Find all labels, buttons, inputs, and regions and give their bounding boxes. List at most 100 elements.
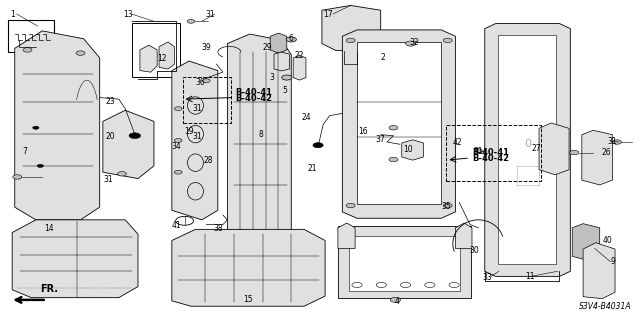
Text: 9: 9 bbox=[610, 257, 615, 266]
Polygon shape bbox=[572, 224, 600, 261]
Circle shape bbox=[174, 138, 182, 142]
Polygon shape bbox=[159, 42, 174, 69]
Text: 7: 7 bbox=[22, 147, 28, 156]
Text: 12: 12 bbox=[157, 54, 166, 63]
Bar bbox=[338, 226, 470, 298]
Text: 36: 36 bbox=[195, 78, 205, 87]
Polygon shape bbox=[402, 140, 424, 160]
Text: 0: 0 bbox=[524, 139, 531, 149]
Circle shape bbox=[346, 38, 355, 43]
Polygon shape bbox=[227, 34, 291, 252]
Text: 2: 2 bbox=[380, 53, 385, 62]
Circle shape bbox=[13, 175, 22, 179]
Circle shape bbox=[202, 79, 210, 83]
Text: 31: 31 bbox=[474, 147, 483, 156]
Text: 38: 38 bbox=[213, 224, 223, 233]
Text: 42: 42 bbox=[452, 138, 462, 147]
Bar bbox=[8, 20, 54, 51]
Bar bbox=[516, 166, 539, 185]
Text: 14: 14 bbox=[44, 224, 53, 233]
Polygon shape bbox=[103, 110, 154, 179]
Text: 15: 15 bbox=[244, 295, 253, 304]
Text: B-40-41: B-40-41 bbox=[472, 148, 509, 157]
Text: B-40-41: B-40-41 bbox=[236, 88, 273, 97]
Text: 32: 32 bbox=[410, 38, 419, 47]
Circle shape bbox=[570, 150, 579, 155]
Circle shape bbox=[389, 157, 398, 162]
Text: 27: 27 bbox=[531, 144, 541, 153]
Polygon shape bbox=[338, 223, 355, 249]
Polygon shape bbox=[582, 130, 612, 185]
Text: 17: 17 bbox=[323, 10, 332, 19]
Bar bbox=[349, 236, 461, 291]
Polygon shape bbox=[342, 30, 456, 218]
Circle shape bbox=[174, 107, 182, 111]
Text: 37: 37 bbox=[376, 135, 385, 144]
Text: B-40-42: B-40-42 bbox=[472, 154, 509, 163]
Text: S3V4-B4031A: S3V4-B4031A bbox=[579, 302, 632, 311]
Text: 21: 21 bbox=[308, 164, 317, 173]
Circle shape bbox=[286, 37, 296, 42]
Text: 41: 41 bbox=[172, 221, 181, 230]
Circle shape bbox=[474, 149, 482, 152]
Circle shape bbox=[118, 172, 127, 176]
Circle shape bbox=[187, 19, 195, 23]
Polygon shape bbox=[583, 243, 615, 299]
Text: 19: 19 bbox=[184, 127, 194, 136]
Text: 16: 16 bbox=[358, 127, 368, 136]
Polygon shape bbox=[270, 33, 287, 53]
Text: 1: 1 bbox=[10, 10, 15, 19]
Text: 31: 31 bbox=[205, 10, 215, 19]
Polygon shape bbox=[15, 31, 100, 220]
Text: 4: 4 bbox=[394, 297, 399, 306]
Text: 10: 10 bbox=[403, 145, 413, 154]
Text: 31: 31 bbox=[193, 104, 202, 113]
Circle shape bbox=[76, 51, 85, 55]
Polygon shape bbox=[293, 55, 306, 80]
Text: 29: 29 bbox=[263, 43, 273, 52]
Text: 26: 26 bbox=[602, 148, 611, 157]
Bar bbox=[447, 124, 541, 181]
Text: FR.: FR. bbox=[40, 285, 58, 294]
Text: 8: 8 bbox=[259, 130, 264, 139]
Text: 5: 5 bbox=[282, 86, 287, 95]
Circle shape bbox=[37, 164, 44, 167]
Polygon shape bbox=[322, 5, 381, 50]
Text: 23: 23 bbox=[106, 97, 115, 106]
Text: 34: 34 bbox=[172, 142, 181, 151]
Bar bbox=[182, 77, 230, 123]
Text: 24: 24 bbox=[301, 113, 311, 122]
Text: 35: 35 bbox=[442, 202, 451, 211]
Text: 3: 3 bbox=[269, 73, 275, 82]
Text: 20: 20 bbox=[106, 132, 115, 141]
Circle shape bbox=[346, 203, 355, 208]
Circle shape bbox=[612, 140, 621, 144]
Circle shape bbox=[444, 203, 452, 208]
Polygon shape bbox=[539, 123, 569, 175]
Text: 6: 6 bbox=[289, 34, 294, 43]
Circle shape bbox=[23, 48, 32, 52]
Text: 11: 11 bbox=[525, 272, 534, 281]
Circle shape bbox=[406, 41, 416, 46]
Circle shape bbox=[282, 75, 292, 80]
Text: 31: 31 bbox=[103, 175, 113, 184]
Polygon shape bbox=[172, 61, 218, 220]
Polygon shape bbox=[12, 220, 138, 298]
Text: 30: 30 bbox=[470, 247, 479, 256]
Bar bbox=[357, 42, 442, 204]
Bar bbox=[132, 23, 179, 77]
Polygon shape bbox=[140, 45, 157, 72]
Polygon shape bbox=[366, 47, 384, 67]
Polygon shape bbox=[456, 223, 472, 249]
Circle shape bbox=[174, 170, 182, 174]
Circle shape bbox=[313, 143, 323, 148]
Text: 28: 28 bbox=[204, 156, 213, 165]
Circle shape bbox=[33, 126, 39, 129]
Text: 31: 31 bbox=[607, 137, 618, 145]
Polygon shape bbox=[484, 24, 570, 276]
Text: 31: 31 bbox=[193, 132, 202, 141]
Text: 13: 13 bbox=[124, 10, 133, 19]
Bar bbox=[497, 35, 556, 264]
Circle shape bbox=[389, 125, 398, 130]
Text: B-40-42: B-40-42 bbox=[236, 94, 273, 103]
